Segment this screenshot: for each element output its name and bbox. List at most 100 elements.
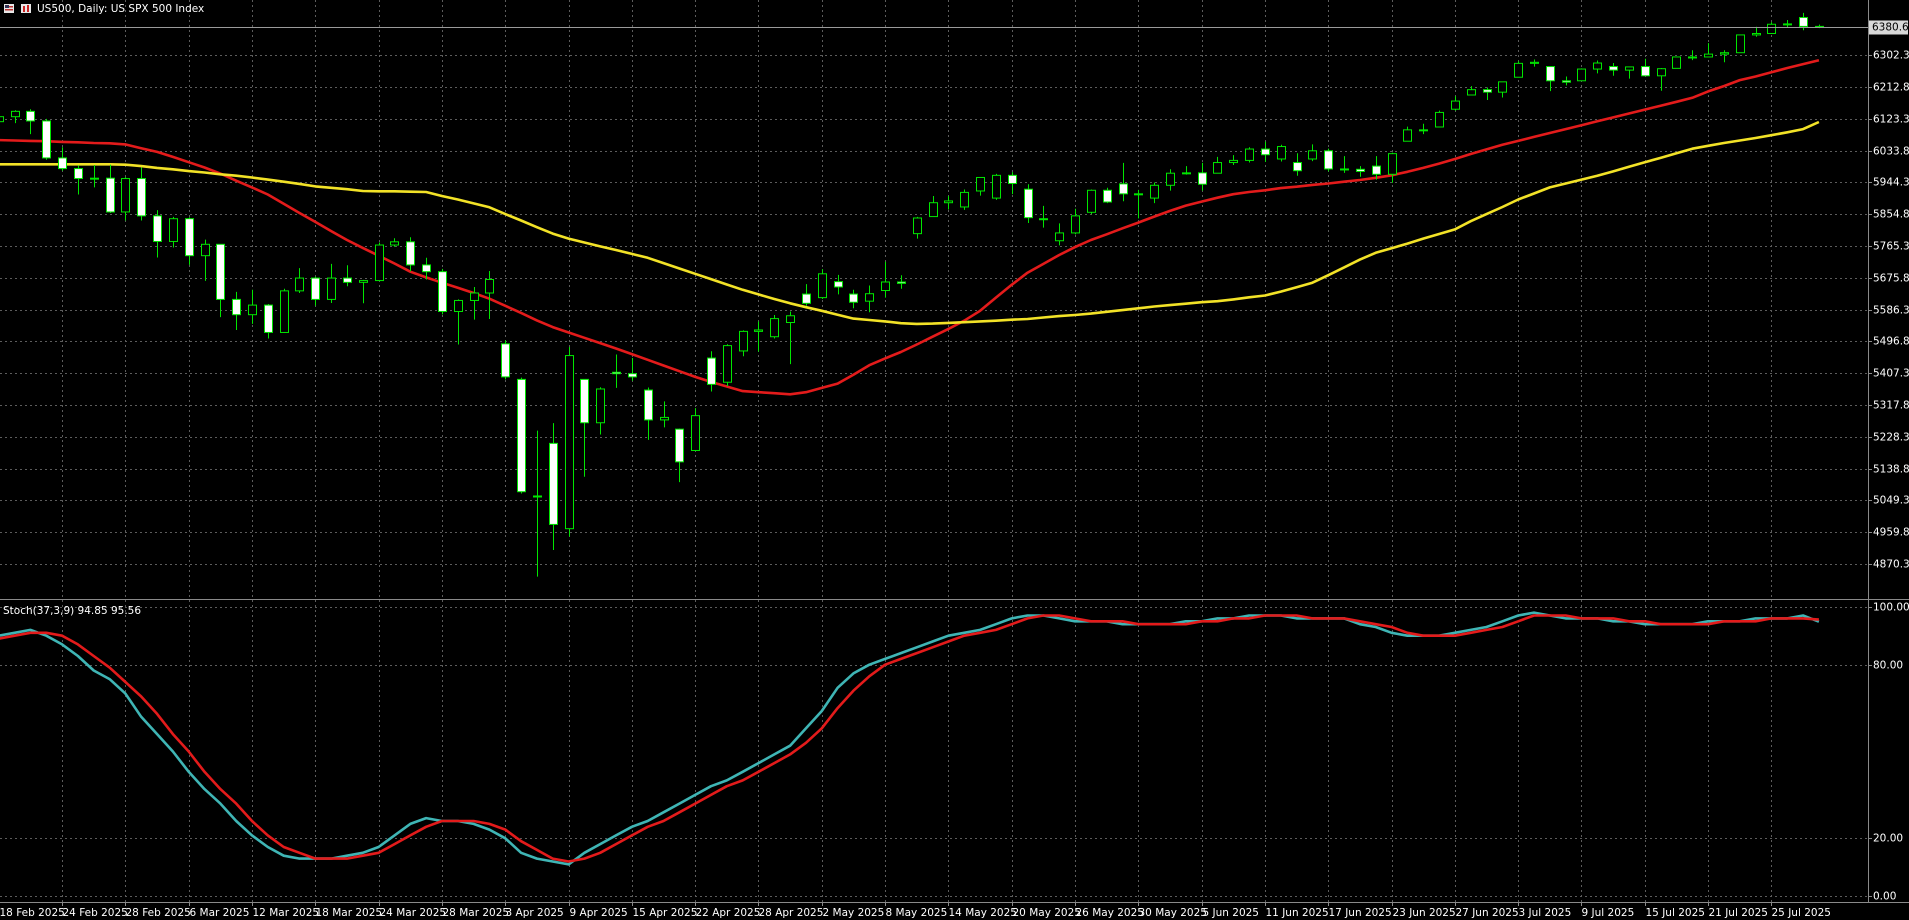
y-tick-label: 5317.8 bbox=[1873, 400, 1909, 412]
candle-body bbox=[944, 200, 953, 204]
x-tick-label: 28 Apr 2025 bbox=[759, 907, 824, 919]
candle-body bbox=[485, 278, 494, 294]
candle-body bbox=[1055, 232, 1064, 242]
candle-body bbox=[802, 293, 811, 304]
x-tick-label: 5 Jun 2025 bbox=[1203, 907, 1259, 919]
candle-body bbox=[1562, 80, 1571, 83]
x-tick-label: 18 Feb 2025 bbox=[0, 907, 65, 919]
candle-body bbox=[137, 178, 146, 217]
candle-body bbox=[675, 428, 684, 463]
y-tick-label: 5854.8 bbox=[1873, 209, 1909, 221]
candle-body bbox=[1483, 89, 1492, 93]
candle-body bbox=[438, 271, 447, 312]
candle-body bbox=[1277, 146, 1286, 160]
candle-body bbox=[375, 244, 384, 282]
candle-body bbox=[390, 241, 399, 246]
candle-body bbox=[992, 174, 1001, 199]
x-tick-label: 17 Jun 2025 bbox=[1329, 907, 1392, 919]
candle-body bbox=[1688, 56, 1697, 59]
candle-body bbox=[754, 329, 763, 332]
candle-body bbox=[1609, 66, 1618, 71]
x-tick-label: 24 Mar 2025 bbox=[380, 907, 447, 919]
candle-body bbox=[881, 281, 890, 292]
y-tick-label: 5944.3 bbox=[1873, 177, 1909, 189]
candle-body bbox=[660, 416, 669, 421]
candle-body bbox=[1403, 129, 1412, 142]
candle-body bbox=[121, 178, 130, 213]
y-tick-label: 5049.3 bbox=[1873, 495, 1909, 507]
candle-body bbox=[11, 110, 20, 118]
candle-body bbox=[1419, 129, 1428, 132]
x-tick-label: 14 May 2025 bbox=[949, 907, 1017, 919]
candle-body bbox=[501, 343, 510, 378]
candle-body bbox=[327, 277, 336, 300]
candle-body bbox=[1245, 148, 1254, 161]
candle-body bbox=[612, 371, 621, 375]
candle-body bbox=[533, 495, 542, 498]
current-price-box bbox=[1869, 20, 1908, 35]
candle-body bbox=[1229, 159, 1238, 164]
candle-body bbox=[1039, 218, 1048, 221]
x-tick-label: 2 May 2025 bbox=[823, 907, 885, 919]
candle-body bbox=[517, 378, 526, 493]
candle-body bbox=[929, 202, 938, 218]
candle-body bbox=[1356, 168, 1365, 172]
candle-body bbox=[786, 315, 795, 324]
y-tick-label: 5675.8 bbox=[1873, 273, 1909, 285]
grid-layer bbox=[0, 0, 1868, 902]
y-tick-label: 6302.3 bbox=[1873, 50, 1909, 62]
x-tick-label: 3 Apr 2025 bbox=[506, 907, 564, 919]
candle-body bbox=[1134, 193, 1143, 196]
candle-body bbox=[580, 378, 589, 424]
x-tick-label: 22 Apr 2025 bbox=[696, 907, 761, 919]
y-tick-label: 6212.8 bbox=[1873, 82, 1909, 94]
candle-body bbox=[1514, 62, 1523, 78]
candle-body bbox=[565, 355, 574, 530]
candle-body bbox=[1720, 52, 1729, 55]
y-tick-label: 0.00 bbox=[1873, 891, 1896, 903]
candle-body bbox=[106, 177, 115, 213]
candle-body bbox=[1198, 172, 1207, 185]
y-tick-label: 80.00 bbox=[1873, 660, 1903, 672]
candle-body bbox=[596, 388, 605, 424]
candle-body bbox=[454, 299, 463, 312]
candle-body bbox=[1704, 53, 1713, 58]
candle-body bbox=[1625, 66, 1634, 71]
candle-body bbox=[406, 241, 415, 266]
candle-body bbox=[770, 318, 779, 338]
candle-body bbox=[216, 243, 225, 300]
candle-body bbox=[849, 293, 858, 303]
candle-body bbox=[0, 116, 4, 123]
y-tick-label: 6033.8 bbox=[1873, 146, 1909, 158]
candle-body bbox=[1340, 168, 1349, 171]
candle-body bbox=[1498, 81, 1507, 93]
y-tick-label: 5138.8 bbox=[1873, 464, 1909, 476]
y-tick-label: 6123.3 bbox=[1873, 114, 1909, 126]
candle-body bbox=[976, 176, 985, 192]
candle-body bbox=[1119, 183, 1128, 195]
y-tick-label: 5228.3 bbox=[1873, 432, 1909, 444]
candle-body bbox=[628, 373, 637, 378]
x-tick-label: 20 May 2025 bbox=[1013, 907, 1081, 919]
candle-body bbox=[58, 157, 67, 170]
candle-body bbox=[549, 442, 558, 525]
candle-body bbox=[1261, 148, 1270, 156]
y-tick-label: 20.00 bbox=[1873, 833, 1903, 845]
x-tick-label: 27 Jun 2025 bbox=[1456, 907, 1519, 919]
candle-body bbox=[1783, 23, 1792, 26]
y-tick-label: 5765.3 bbox=[1873, 241, 1909, 253]
candle-body bbox=[1736, 34, 1745, 54]
candle-body bbox=[1752, 33, 1761, 36]
y-tick-label: 5407.3 bbox=[1873, 368, 1909, 380]
candle-body bbox=[960, 191, 969, 208]
x-tick-label: 21 Jul 2025 bbox=[1709, 907, 1768, 919]
candle-body bbox=[1577, 68, 1586, 82]
candle-body bbox=[691, 415, 700, 451]
x-tick-label: 8 May 2025 bbox=[886, 907, 948, 919]
candle-body bbox=[1388, 153, 1397, 175]
candle-body bbox=[1150, 184, 1159, 199]
candle-body bbox=[644, 389, 653, 421]
x-tick-label: 30 May 2025 bbox=[1139, 907, 1207, 919]
